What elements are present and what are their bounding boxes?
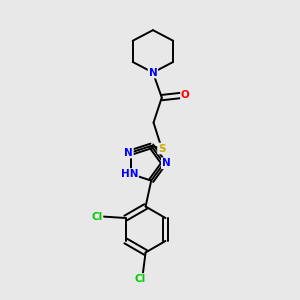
Text: N: N: [124, 148, 133, 158]
Text: S: S: [158, 143, 166, 154]
Text: O: O: [181, 90, 190, 100]
Text: N: N: [162, 158, 171, 168]
Text: Cl: Cl: [134, 274, 145, 284]
Text: Cl: Cl: [91, 212, 103, 221]
Text: N: N: [148, 68, 157, 78]
Text: HN: HN: [121, 169, 138, 179]
